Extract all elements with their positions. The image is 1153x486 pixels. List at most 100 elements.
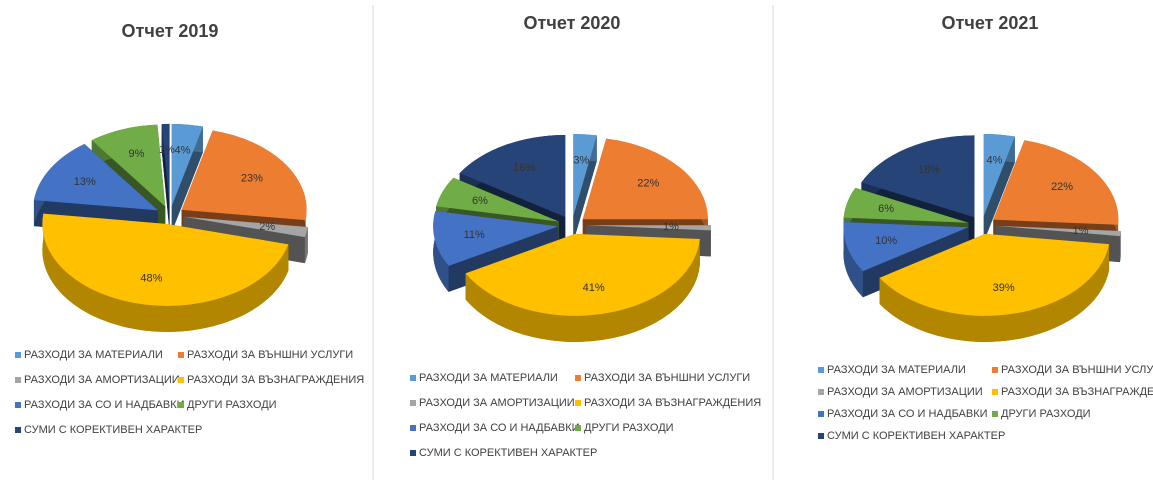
legend-label: РАЗХОДИ ЗА МАТЕРИАЛИ xyxy=(24,349,163,361)
slice-top xyxy=(433,211,559,266)
data-label: 48% xyxy=(140,273,162,285)
legend-swatch xyxy=(818,433,824,439)
slice-top xyxy=(843,222,969,272)
legend-label: СУМИ С КОРЕКТИВЕН ХАРАКТЕР xyxy=(24,424,202,436)
legend-label: РАЗХОДИ ЗА ВЪЗНАГРАЖДЕНИЯ xyxy=(584,397,761,409)
legend-label: ДРУГИ РАЗХОДИ xyxy=(187,399,277,411)
slice xyxy=(42,213,289,332)
legend-swatch xyxy=(410,375,416,381)
slice-rim xyxy=(879,244,1110,342)
legend-swatch xyxy=(15,427,21,433)
slice-rim xyxy=(1119,231,1121,263)
legend-label: СУМИ С КОРЕКТИВЕН ХАРАКТЕР xyxy=(419,447,597,459)
legend-swatch xyxy=(992,411,998,417)
legend-label: РАЗХОДИ ЗА СО И НАДБАВКИ xyxy=(24,399,185,411)
legend-label: РАЗХОДИ ЗА ВЪЗНАГРАЖДЕНИЯ xyxy=(187,374,364,386)
slice-top xyxy=(861,135,975,218)
data-label: 22% xyxy=(637,178,659,190)
slice-rim xyxy=(433,211,449,292)
slice-top xyxy=(843,187,969,223)
legend-label: РАЗХОДИ ЗА СО И НАДБАВКИ xyxy=(419,422,580,434)
slice xyxy=(181,130,307,247)
legend-swatch xyxy=(178,377,184,383)
slice-top xyxy=(879,233,1110,316)
data-label: 22% xyxy=(1051,181,1073,193)
data-label: 3% xyxy=(573,154,589,166)
slice-top xyxy=(33,144,158,211)
legend-label: РАЗХОДИ ЗА ВЪНШНИ УСЛУГИ xyxy=(1001,364,1153,376)
chart-title: Отчет 2020 xyxy=(524,13,621,33)
legend-swatch xyxy=(818,411,824,417)
slice-top xyxy=(993,140,1119,225)
slice xyxy=(465,233,700,342)
legend-swatch xyxy=(818,367,824,373)
data-label: 11% xyxy=(464,229,485,241)
slice xyxy=(171,123,203,232)
slice-top xyxy=(181,130,307,221)
legend-label: РАЗХОДИ ЗА СО И НАДБАВКИ xyxy=(827,408,988,420)
legend-swatch xyxy=(178,352,184,358)
slice-top xyxy=(183,216,308,238)
data-label: 16% xyxy=(513,162,535,174)
slice-top xyxy=(573,133,597,216)
data-label: 6% xyxy=(878,203,894,215)
legend-swatch xyxy=(992,389,998,395)
slice xyxy=(459,135,566,244)
slice-side xyxy=(573,135,597,242)
data-label: 1% xyxy=(159,144,175,156)
data-label: 6% xyxy=(472,195,488,207)
data-label: 2% xyxy=(259,221,275,233)
data-label: 1% xyxy=(663,221,679,233)
slice-top xyxy=(585,225,711,231)
legend-swatch xyxy=(410,400,416,406)
legend-swatch xyxy=(15,352,21,358)
data-label: 9% xyxy=(129,148,145,160)
legend-swatch xyxy=(15,377,21,383)
slice xyxy=(161,123,170,232)
chart-title: Отчет 2021 xyxy=(942,13,1039,33)
legend-swatch xyxy=(575,425,581,431)
slice-top xyxy=(465,233,700,316)
legend-swatch xyxy=(410,425,416,431)
slice-rim xyxy=(843,222,863,298)
slice-side xyxy=(171,126,203,232)
slice-rim xyxy=(304,226,308,264)
slice-side xyxy=(161,124,170,232)
legend-swatch xyxy=(818,389,824,395)
slice-top xyxy=(995,225,1121,237)
data-label: 41% xyxy=(583,282,605,294)
legend-label: РАЗХОДИ ЗА ВЪНШНИ УСЛУГИ xyxy=(187,349,353,361)
data-label: 10% xyxy=(875,235,897,247)
data-label: 18% xyxy=(918,164,940,176)
legend-label: ДРУГИ РАЗХОДИ xyxy=(584,422,674,434)
slice xyxy=(983,133,1015,242)
slice xyxy=(879,233,1110,342)
slice-top xyxy=(983,133,1015,216)
slice-top xyxy=(161,123,170,206)
legend-label: РАЗХОДИ ЗА ВЪНШНИ УСЛУГИ xyxy=(584,372,750,384)
chart-title: Отчет 2019 xyxy=(122,21,219,41)
legend-label: РАЗХОДИ ЗА МАТЕРИАЛИ xyxy=(827,364,966,376)
legend-label: РАЗХОДИ ЗА АМОРТИЗАЦИИ xyxy=(24,374,180,386)
slice-top xyxy=(42,213,289,306)
legend-swatch xyxy=(410,450,416,456)
slice-side xyxy=(983,136,1015,242)
data-label: 4% xyxy=(986,155,1002,167)
data-label: 1% xyxy=(1073,225,1089,237)
legend-label: СУМИ С КОРЕКТИВЕН ХАРАКТЕР xyxy=(827,430,1005,442)
legend-label: РАЗХОДИ ЗА МАТЕРИАЛИ xyxy=(419,372,558,384)
slice-rim xyxy=(465,239,700,342)
slice-top xyxy=(582,138,708,220)
legend-swatch xyxy=(575,400,581,406)
data-label: 13% xyxy=(74,176,96,188)
slice-top xyxy=(91,124,166,207)
data-label: 4% xyxy=(174,145,190,157)
slice-top xyxy=(171,123,203,206)
slice-top xyxy=(436,177,559,222)
legend-label: РАЗХОДИ ЗА ВЪЗНАГРАЖДЕНИЯ xyxy=(1001,386,1153,398)
legend-label: РАЗХОДИ ЗА АМОРТИЗАЦИИ xyxy=(827,386,983,398)
legend-label: РАЗХОДИ ЗА АМОРТИЗАЦИИ xyxy=(419,397,575,409)
data-label: 39% xyxy=(993,282,1015,294)
legend-swatch xyxy=(178,402,184,408)
